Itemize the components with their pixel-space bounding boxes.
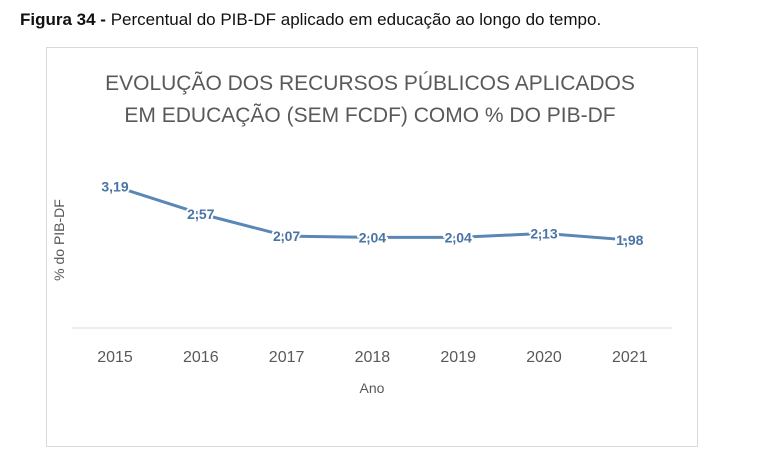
x-tick-label: 2021 bbox=[612, 349, 648, 366]
y-axis-label: % do PIB-DF bbox=[51, 199, 67, 281]
data-label: 1,98 bbox=[616, 232, 643, 248]
x-tick-label: 2015 bbox=[97, 349, 133, 366]
data-label: 2,04 bbox=[445, 229, 472, 245]
data-labels: 3,19 2,57 2,07 2,04 2,04 2,13 1,98 bbox=[99, 176, 645, 250]
x-axis-label: Ano bbox=[360, 380, 385, 396]
data-label: 2,07 bbox=[273, 228, 300, 244]
data-label: 2,57 bbox=[187, 206, 214, 222]
series-line bbox=[113, 184, 632, 242]
x-tick-label: 2017 bbox=[269, 349, 305, 366]
figure-caption-text: Percentual do PIB-DF aplicado em educaçã… bbox=[110, 10, 602, 29]
chart-frame bbox=[46, 47, 698, 447]
figure-label: Figura 34 - bbox=[20, 10, 106, 29]
x-tick-label: 2019 bbox=[440, 349, 476, 366]
data-label: 2,04 bbox=[359, 229, 386, 245]
data-label: 2,13 bbox=[530, 225, 557, 241]
x-tick-label: 2020 bbox=[526, 349, 562, 366]
chart-title-line-1: EVOLUÇÃO DOS RECURSOS PÚBLICOS APLICADOS bbox=[105, 71, 635, 95]
chart-title-line-2: EM EDUCAÇÃO (SEM FCDF) COMO % DO PIB-DF bbox=[124, 103, 615, 127]
x-tick-label: 2016 bbox=[183, 349, 219, 366]
x-tick-labels: 2015 2016 2017 2018 2019 2020 2021 bbox=[97, 349, 647, 366]
data-label: 3,19 bbox=[101, 178, 128, 194]
figure-caption: Figura 34 - Percentual do PIB-DF aplicad… bbox=[20, 10, 601, 30]
x-tick-label: 2018 bbox=[355, 349, 391, 366]
